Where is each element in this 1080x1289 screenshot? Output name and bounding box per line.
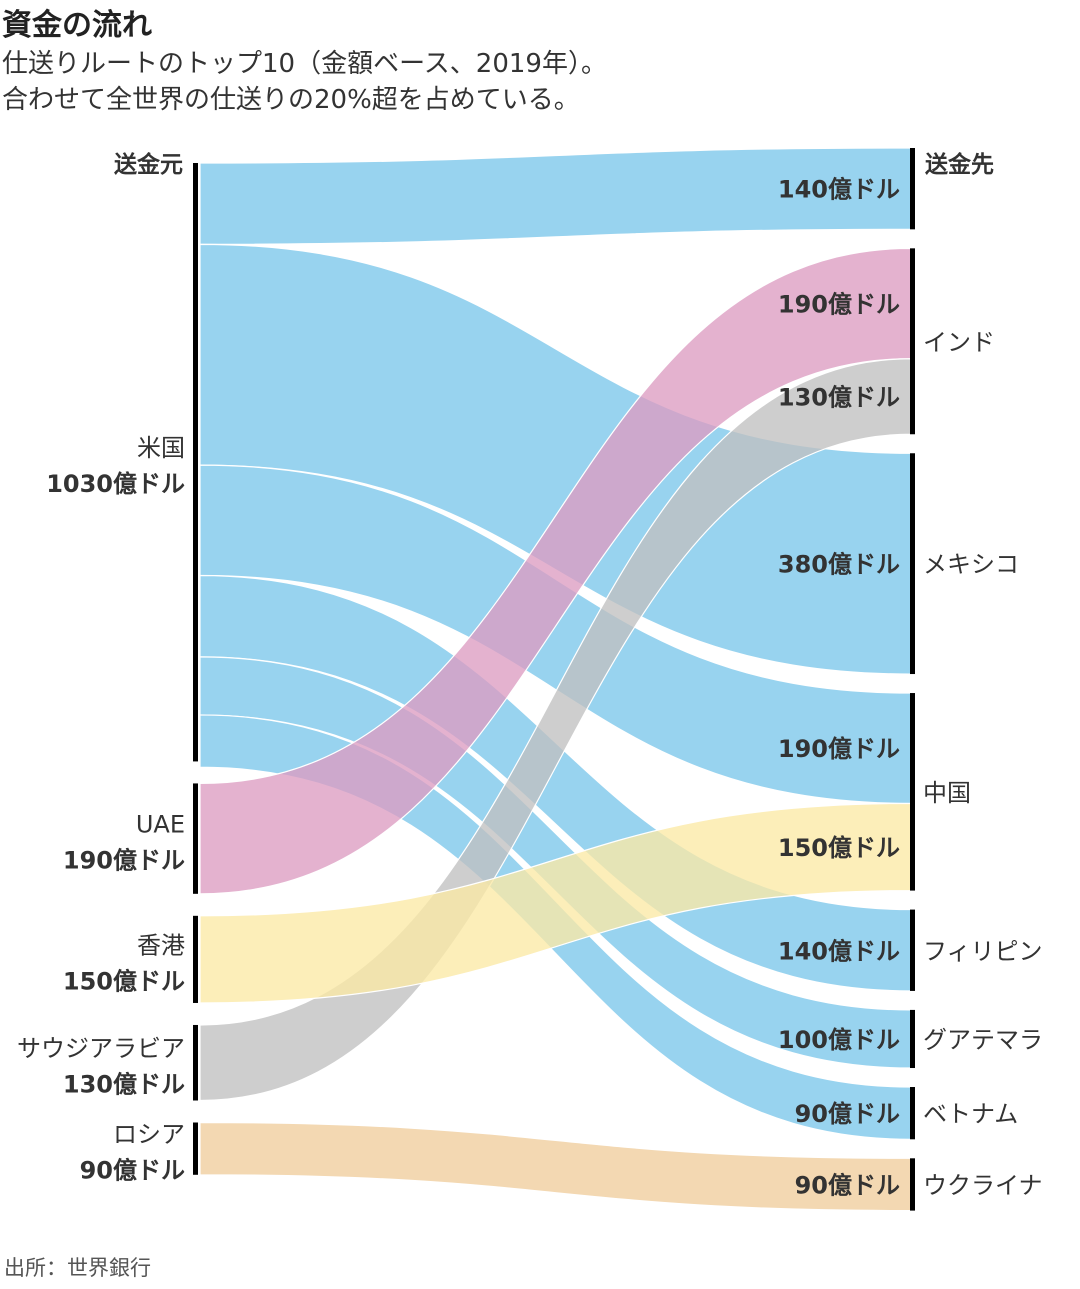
- source-value-サウジアラビア: 130億ドル: [63, 1071, 185, 1099]
- target-bar-メキシコ: [910, 453, 915, 675]
- flow-value-ロシア-ウクライナ: 90億ドル: [795, 1171, 900, 1199]
- chart-subtitle: 仕送りルートのトップ10（金額ベース、2019年）。 合わせて全世界の仕送りの2…: [2, 46, 607, 118]
- flow-value-米国-top: 140億ドル: [778, 176, 900, 204]
- source-value-香港: 150億ドル: [63, 967, 185, 995]
- source-bar-UAE: [193, 783, 198, 894]
- target-name-メキシコ: メキシコ: [923, 551, 1019, 579]
- flow-value-サウジアラビア-インド: 130億ドル: [778, 383, 900, 411]
- right-header: 送金先: [925, 151, 994, 178]
- source-name-ロシア: ロシア: [113, 1121, 185, 1149]
- flow-value-米国-ベトナム: 90億ドル: [795, 1100, 900, 1128]
- left-header: 送金元: [114, 151, 183, 178]
- flow-value-米国-メキシコ: 380億ドル: [778, 551, 900, 579]
- target-bar-インド: [910, 248, 915, 435]
- target-name-中国: 中国: [923, 779, 971, 807]
- flow-value-米国-グアテマラ: 100億ドル: [778, 1026, 900, 1054]
- subtitle-line-1: 仕送りルートのトップ10（金額ベース、2019年）。: [2, 49, 607, 79]
- flows-layer: [199, 147, 912, 1212]
- target-name-グアテマラ: グアテマラ: [923, 1026, 1043, 1054]
- subtitle-line-2: 合わせて全世界の仕送りの20%超を占めている。: [2, 85, 580, 115]
- source-value-ロシア: 90億ドル: [80, 1157, 185, 1185]
- source-bar-米国: [193, 163, 198, 762]
- source-name-米国: 米国: [137, 434, 185, 462]
- target-bar-ウクライナ: [910, 1158, 915, 1211]
- target-bar-ベトナム: [910, 1087, 915, 1140]
- flow-value-香港-中国: 150億ドル: [778, 834, 900, 862]
- source-name-UAE: UAE: [136, 811, 185, 839]
- target-bar-フィリピン: [910, 909, 915, 991]
- source-bar-香港: [193, 915, 198, 1003]
- source-name-香港: 香港: [137, 931, 185, 959]
- chart-title: 資金の流れ: [2, 8, 152, 43]
- node-bars-layer: [193, 148, 915, 1211]
- source-note: 出所：世界銀行: [4, 1256, 151, 1280]
- source-bar-ロシア: [193, 1122, 198, 1175]
- target-bar-中国: [910, 693, 915, 891]
- source-bar-サウジアラビア: [193, 1024, 198, 1101]
- flow-value-米国-中国: 190億ドル: [778, 735, 900, 763]
- flow-香港-中国: [199, 802, 912, 1004]
- target-name-ウクライナ: ウクライナ: [923, 1171, 1043, 1199]
- target-name-フィリピン: フィリピン: [923, 937, 1043, 965]
- target-bar-グアテマラ: [910, 1009, 915, 1069]
- source-value-米国: 1030億ドル: [46, 470, 185, 498]
- target-name-インド: インド: [923, 328, 995, 356]
- source-name-サウジアラビア: サウジアラビア: [17, 1035, 185, 1063]
- target-bar-top: [910, 148, 915, 230]
- flow-value-UAE-インド: 190億ドル: [778, 291, 900, 319]
- source-value-UAE: 190億ドル: [63, 847, 185, 875]
- target-name-ベトナム: ベトナム: [923, 1100, 1018, 1128]
- flow-value-米国-フィリピン: 140億ドル: [778, 937, 900, 965]
